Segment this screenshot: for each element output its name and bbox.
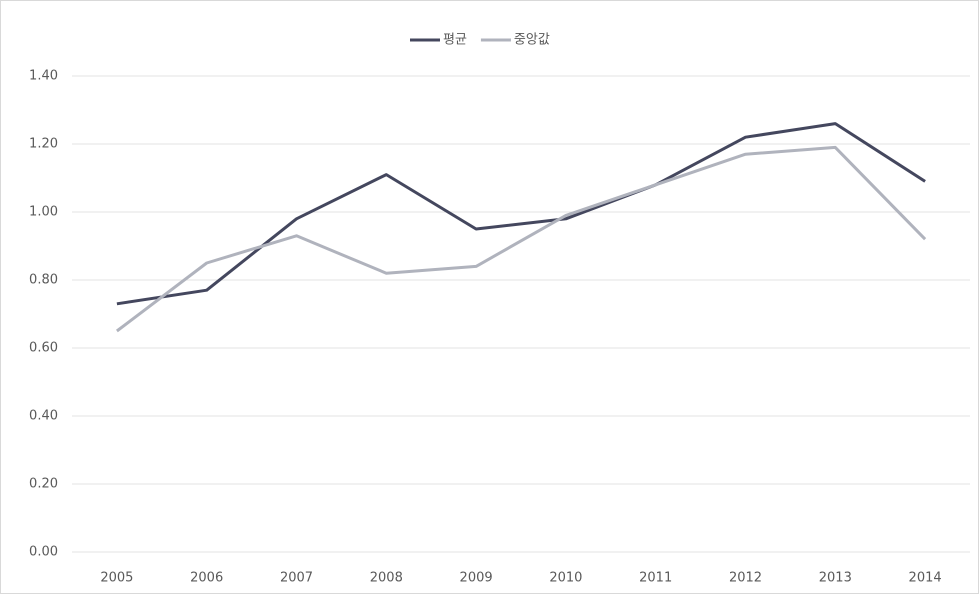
x-tick-label: 2005 [100, 571, 133, 586]
y-tick-label: 0.40 [29, 409, 58, 424]
y-tick-label: 1.40 [29, 69, 58, 84]
y-tick-label: 1.20 [29, 137, 58, 152]
x-tick-label: 2013 [819, 571, 852, 586]
legend-label: 중앙값 [514, 33, 550, 48]
y-tick-label: 0.60 [29, 341, 58, 356]
x-tick-label: 2010 [549, 571, 582, 586]
x-tick-label: 2006 [190, 571, 223, 586]
line-series [116, 122, 926, 306]
x-tick-label: 2011 [639, 571, 672, 586]
y-tick-label: 0.80 [29, 273, 58, 288]
x-tick-label: 2012 [729, 571, 762, 586]
y-tick-label: 0.00 [29, 545, 58, 560]
legend-label: 평균 [443, 33, 467, 48]
x-tick-label: 2014 [909, 571, 942, 586]
x-tick-label: 2008 [370, 571, 403, 586]
x-tick-label: 2007 [280, 571, 313, 586]
x-tick-label: 2009 [460, 571, 493, 586]
y-tick-label: 1.00 [29, 205, 58, 220]
y-tick-label: 0.20 [29, 477, 58, 492]
line-series [115, 145, 927, 333]
